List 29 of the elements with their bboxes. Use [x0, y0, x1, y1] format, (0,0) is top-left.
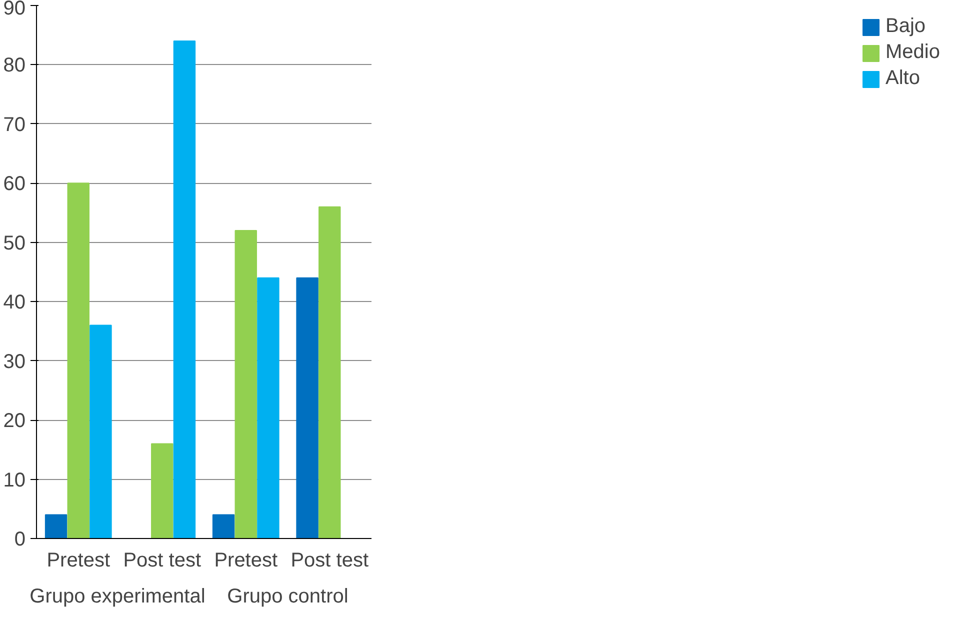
- bar: [234, 230, 257, 538]
- x-tick-label: Post test: [290, 550, 369, 572]
- y-tick-label: 0: [14, 528, 26, 550]
- x-tick-label: Post test: [123, 550, 202, 572]
- bar: [318, 206, 341, 538]
- bar: [67, 182, 90, 538]
- bar: [44, 514, 68, 538]
- legend-label: Medio: [886, 41, 940, 64]
- y-tick-label: 30: [3, 350, 26, 373]
- legend-label: Bajo: [886, 15, 926, 38]
- bar: [151, 443, 174, 538]
- y-tick-label: 60: [3, 173, 26, 196]
- y-tick-label: 20: [3, 410, 26, 432]
- x-tick-label: Pretest: [46, 550, 110, 572]
- text: Grupo experimental: [30, 586, 206, 608]
- y-tick-label: 80: [3, 54, 26, 77]
- bar: [90, 324, 112, 538]
- bar: [257, 277, 280, 538]
- bar: [173, 40, 196, 538]
- bar: [296, 277, 318, 538]
- y-tick-label: 40: [3, 292, 26, 314]
- y-tick-label: 50: [3, 232, 26, 254]
- y-tick-label: 90: [3, 0, 26, 20]
- x-tick-label: Pretest: [214, 550, 278, 572]
- bar: [212, 514, 235, 538]
- text: Grupo control: [227, 586, 348, 608]
- legend-label: Alto: [886, 67, 920, 90]
- y-tick-label: 70: [3, 114, 26, 136]
- y-tick-label: 10: [3, 469, 26, 492]
